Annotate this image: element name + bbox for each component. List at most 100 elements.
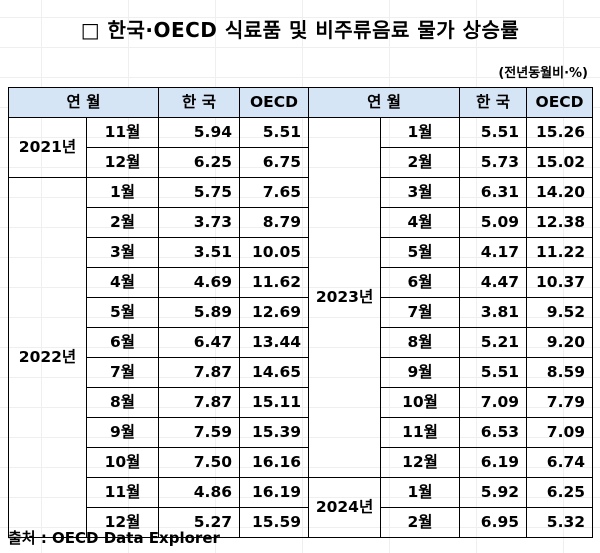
month-cell: 12월 (85, 507, 160, 538)
korea-value: 5.92 (459, 477, 528, 508)
oecd-value: 5.32 (526, 507, 594, 538)
month-cell: 10월 (85, 447, 160, 478)
header-korea-right: 한 국 (459, 87, 528, 118)
korea-value: 5.09 (459, 207, 528, 238)
korea-value: 4.47 (459, 267, 528, 298)
korea-value: 5.75 (158, 177, 241, 208)
korea-value: 5.51 (459, 117, 528, 148)
month-cell: 7월 (380, 297, 461, 328)
oecd-value: 6.75 (239, 147, 310, 178)
korea-value: 5.94 (158, 117, 241, 148)
table-row: 11월 4.86 16.19 2024년 1월 5.92 6.25 (9, 477, 594, 538)
header-period-left: 연 월 (7, 87, 160, 118)
month-cell: 1월 (380, 477, 461, 508)
oecd-value: 15.59 (239, 507, 310, 538)
table-row: 4월 4.69 11.62 6월 4.47 10.37 (9, 267, 594, 298)
month-cell: 11월 (85, 117, 160, 148)
month-cell: 5월 (380, 237, 461, 268)
inflation-table: 연 월 한 국 OECD 연 월 한 국 OECD 2021년 11월 5.94… (7, 87, 594, 538)
oecd-value: 11.22 (526, 237, 594, 268)
month-cell: 11월 (380, 417, 461, 448)
table-header-row: 연 월 한 국 OECD 연 월 한 국 OECD (7, 87, 594, 118)
korea-value: 4.17 (459, 237, 528, 268)
korea-value: 6.25 (158, 147, 241, 178)
oecd-value: 15.26 (526, 117, 594, 148)
oecd-value: 6.25 (526, 477, 594, 508)
month-cell: 11월 (85, 477, 160, 508)
korea-value: 7.59 (158, 417, 241, 448)
korea-value: 3.73 (158, 207, 241, 238)
year-cell-2023: 2023년 (308, 117, 382, 478)
oecd-value: 13.44 (239, 327, 310, 358)
oecd-value: 15.02 (526, 147, 594, 178)
oecd-value: 11.62 (239, 267, 310, 298)
table-row: 3월 3.51 10.05 5월 4.17 11.22 (9, 237, 594, 268)
year-cell-2021: 2021년 (8, 117, 87, 178)
table-row: 6월 6.47 13.44 8월 5.21 9.20 (9, 327, 594, 358)
oecd-value: 15.39 (239, 417, 310, 448)
korea-value: 5.89 (158, 297, 241, 328)
table-row: 12월 5.27 15.59 2월 6.95 5.32 (9, 507, 594, 538)
oecd-value: 7.09 (526, 417, 594, 448)
table-row: 8월 7.87 15.11 10월 7.09 7.79 (9, 387, 594, 418)
month-cell: 12월 (85, 147, 160, 178)
korea-value: 7.87 (158, 387, 241, 418)
korea-value: 6.95 (459, 507, 528, 538)
korea-value: 3.81 (459, 297, 528, 328)
oecd-value: 16.19 (239, 477, 310, 508)
oecd-value: 10.05 (239, 237, 310, 268)
korea-value: 7.50 (158, 447, 241, 478)
korea-value: 5.27 (158, 507, 241, 538)
header-oecd-left: OECD (239, 87, 310, 118)
month-cell: 9월 (85, 417, 160, 448)
month-cell: 1월 (85, 177, 160, 208)
month-cell: 4월 (380, 207, 461, 238)
month-cell: 4월 (85, 267, 160, 298)
month-cell: 8월 (380, 327, 461, 358)
korea-value: 3.51 (158, 237, 241, 268)
oecd-value: 7.65 (239, 177, 310, 208)
header-korea-left: 한 국 (158, 87, 241, 118)
month-cell: 1월 (380, 117, 461, 148)
oecd-value: 9.20 (526, 327, 594, 358)
table-row: 2021년 11월 5.94 5.51 2023년 1월 5.51 15.26 (8, 117, 594, 478)
table-row: 2월 3.73 8.79 4월 5.09 12.38 (9, 207, 594, 238)
month-cell: 2월 (380, 147, 461, 178)
table-row: 10월 7.50 16.16 12월 6.19 6.74 (9, 447, 594, 478)
oecd-value: 16.16 (239, 447, 310, 478)
korea-value: 5.21 (459, 327, 528, 358)
oecd-value: 15.11 (239, 387, 310, 418)
korea-value: 7.87 (158, 357, 241, 388)
month-cell: 2월 (380, 507, 461, 538)
table-row: 12월 6.25 6.75 2월 5.73 15.02 (9, 147, 594, 178)
year-cell-2022: 2022년 (8, 177, 87, 538)
korea-value: 5.73 (459, 147, 528, 178)
month-cell: 9월 (380, 357, 461, 388)
korea-value: 7.09 (459, 387, 528, 418)
month-cell: 6월 (85, 327, 160, 358)
table-row: 7월 7.87 14.65 9월 5.51 8.59 (9, 357, 594, 388)
korea-value: 4.69 (158, 267, 241, 298)
table-row: 5월 5.89 12.69 7월 3.81 9.52 (9, 297, 594, 328)
header-oecd-right: OECD (526, 87, 594, 118)
korea-value: 6.53 (459, 417, 528, 448)
table-row: 2022년 1월 5.75 7.65 3월 6.31 14.20 (8, 177, 594, 538)
page-title: □ 한국·OECD 식료품 및 비주류음료 물가 상승률 (80, 18, 520, 42)
oecd-value: 8.79 (239, 207, 310, 238)
table-row: 9월 7.59 15.39 11월 6.53 7.09 (9, 417, 594, 448)
oecd-value: 9.52 (526, 297, 594, 328)
unit-label: (전년동월비·%) (498, 66, 588, 81)
header-period-right: 연 월 (308, 87, 461, 118)
month-cell: 6월 (380, 267, 461, 298)
oecd-value: 7.79 (526, 387, 594, 418)
month-cell: 10월 (380, 387, 461, 418)
korea-value: 6.47 (158, 327, 241, 358)
korea-value: 4.86 (158, 477, 241, 508)
source-note: 출처 : OECD Data Explorer (8, 529, 220, 547)
month-cell: 8월 (85, 387, 160, 418)
oecd-value: 12.38 (526, 207, 594, 238)
oecd-value: 12.69 (239, 297, 310, 328)
month-cell: 3월 (380, 177, 461, 208)
oecd-value: 5.51 (239, 117, 310, 148)
oecd-value: 8.59 (526, 357, 594, 388)
